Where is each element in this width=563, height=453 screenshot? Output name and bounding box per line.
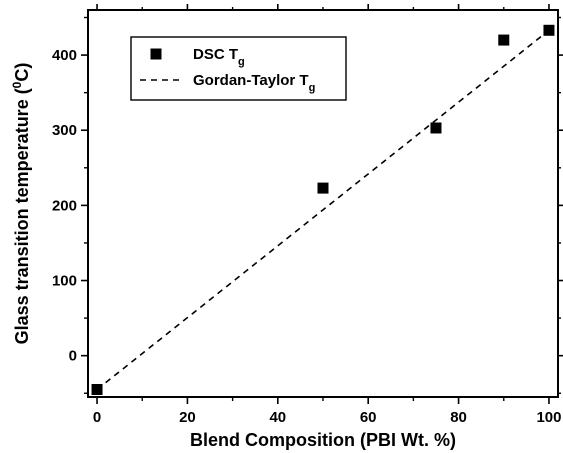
legend-entry-subscript: g — [238, 56, 245, 68]
dsc-data-point — [430, 122, 442, 134]
dsc-data-point — [91, 383, 103, 395]
x-tick-label: 60 — [360, 409, 377, 426]
y-tick-label: 0 — [69, 348, 77, 365]
x-axis-label: Blend Composition (PBI Wt. %) — [190, 430, 456, 450]
legend-marker-square — [150, 48, 162, 60]
x-tick-label: 100 — [536, 409, 561, 426]
legend-box — [130, 36, 347, 101]
y-tick-label: 200 — [52, 197, 77, 214]
dsc-data-point — [543, 24, 555, 36]
x-tick-label: 80 — [450, 409, 467, 426]
legend-entry-subscript: g — [309, 82, 316, 94]
dsc-data-point — [498, 34, 510, 46]
legend-entry-main-text: DSC T — [193, 46, 238, 63]
y-tick-label: 400 — [52, 47, 77, 64]
x-tick-label: 40 — [269, 409, 286, 426]
x-tick-label: 0 — [93, 409, 101, 426]
y-tick-label: 100 — [52, 273, 77, 290]
axes: 0 20 40 60 80 100 0 100 200 300 400 — [52, 4, 563, 426]
dsc-data-point — [317, 182, 329, 194]
legend-entry-label: DSC Tg — [193, 46, 245, 68]
x-tick-label: 20 — [179, 409, 196, 426]
y-axis-label-tail: C) — [12, 63, 32, 82]
plot-area — [91, 24, 555, 395]
legend-entry-label: Gordan-Taylor Tg — [193, 72, 315, 94]
y-axis-label: Glass transition temperature (0C) — [10, 63, 32, 345]
y-tick-label: 300 — [52, 122, 77, 139]
legend-entry-main-text: Gordan-Taylor T — [193, 72, 309, 89]
y-axis-label-superscript: 0 — [10, 81, 24, 88]
y-axis-label-main: Glass transition temperature ( — [12, 88, 32, 344]
gordan-taylor-fit-line — [96, 29, 550, 391]
